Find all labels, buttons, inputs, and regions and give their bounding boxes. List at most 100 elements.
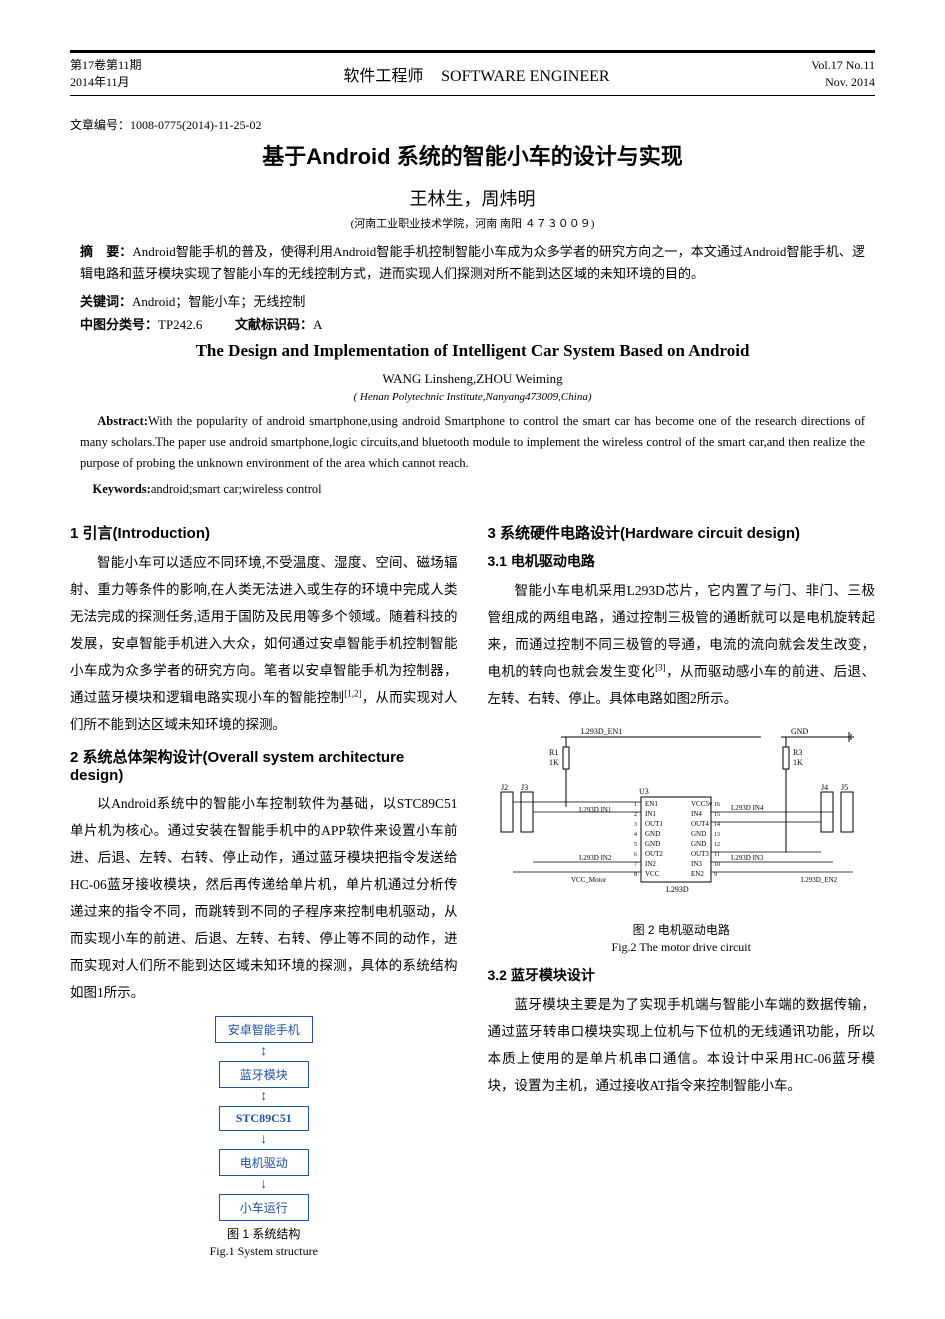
clc-row: 中图分类号：TP242.6 文献标识码：A	[80, 314, 865, 333]
lbl-in1: L293D IN1	[579, 806, 612, 814]
journal-en: SOFTWARE ENGINEER	[441, 68, 609, 85]
authors-en: WANG Linsheng,ZHOU Weiming	[70, 371, 875, 387]
lbl-in2: L293D IN2	[579, 854, 612, 862]
article-id: 文章编号：1008-0775(2014)-11-25-02	[70, 116, 875, 133]
pin-gnd4: GND	[691, 840, 706, 848]
lbl-j2: J2	[501, 783, 508, 792]
date-cn: 2014年11月	[70, 74, 142, 91]
svg-text:4: 4	[634, 832, 637, 838]
keywords-en-label: Keywords:	[93, 482, 151, 496]
header-right: Vol.17 No.11 Nov. 2014	[811, 57, 875, 91]
abstract-cn-block: 摘 要：Android智能手机的普及，使得利用Android智能手机控制智能小车…	[80, 241, 865, 285]
keywords-en-row: Keywords:android;smart car;wireless cont…	[80, 479, 865, 500]
svg-text:12: 12	[714, 842, 720, 848]
s1-ref: [1,2]	[344, 688, 361, 698]
flow-arrow-0: ↕	[70, 1043, 458, 1061]
lbl-u3: U3	[639, 787, 649, 796]
fig2-caption-cn: 图 2 电机驱动电路	[488, 921, 876, 938]
abstract-en: With the popularity of android smartphon…	[80, 414, 865, 471]
affiliation-cn: (河南工业职业技术学院，河南 南阳 ４７３００９)	[70, 215, 875, 231]
lbl-r1b: 1K	[549, 758, 559, 767]
right-column: 3 系统硬件电路设计(Hardware circuit design) 3.1 …	[488, 514, 876, 1269]
fig1-caption-en: Fig.1 System structure	[70, 1244, 458, 1259]
s1-p1a: 智能小车可以适应不同环境,不受温度、湿度、空间、磁场辐射、重力等条件的影响,在人…	[70, 555, 458, 705]
header-left: 第17卷第11期 2014年11月	[70, 57, 142, 91]
s31-ref: [3]	[655, 662, 666, 672]
vol-issue-en: Vol.17 No.11	[811, 57, 875, 74]
pin-out1: OUT1	[645, 820, 663, 828]
svg-text:15: 15	[714, 812, 720, 818]
journal-cn: 软件工程师	[343, 68, 423, 85]
pin-in2: IN2	[645, 860, 656, 868]
circuit-svg: L293D_EN1 GND R1 1K R3 1K J2 J3 J4	[491, 722, 871, 912]
flow-node-0: 安卓智能手机	[215, 1016, 313, 1043]
abstract-en-label: Abstract:	[97, 414, 148, 428]
flow-node-1: 蓝牙模块	[219, 1061, 309, 1088]
pin-vccm: VCC	[645, 870, 660, 878]
section-3-2-heading: 3.2 蓝牙模块设计	[488, 965, 876, 985]
lbl-j4: J4	[821, 783, 828, 792]
title-cn: 基于Android 系统的智能小车的设计与实现	[70, 139, 875, 171]
doc-code-label: 文献标识码：	[235, 317, 313, 332]
doc-code-value: A	[313, 317, 322, 332]
lbl-ren2: L293D_EN2	[801, 876, 838, 884]
section-3-1-heading: 3.1 电机驱动电路	[488, 551, 876, 571]
lbl-r3a: R3	[793, 748, 802, 757]
pin-out4: OUT4	[691, 820, 709, 828]
keywords-cn-label: 关键词：	[80, 294, 132, 309]
flow-node-3: 电机驱动	[219, 1149, 309, 1176]
section-1-para: 智能小车可以适应不同环境,不受温度、湿度、空间、磁场辐射、重力等条件的影响,在人…	[70, 549, 458, 738]
pin-in4: IN4	[691, 810, 702, 818]
keywords-cn-row: 关键词：Android；智能小车；无线控制	[80, 291, 865, 310]
affiliation-en: ( Henan Polytechnic Institute,Nanyang473…	[70, 391, 875, 403]
svg-text:13: 13	[714, 832, 720, 838]
svg-text:3: 3	[634, 822, 637, 828]
pin-gnd1: GND	[645, 830, 660, 838]
lbl-gnd: GND	[791, 727, 809, 736]
svg-text:14: 14	[714, 822, 720, 828]
fig1-caption-cn: 图 1 系统结构	[70, 1225, 458, 1242]
pin-gnd2: GND	[691, 830, 706, 838]
pin-out2: OUT2	[645, 850, 663, 858]
pin-out3: OUT3	[691, 850, 709, 858]
abstract-en-block: Abstract:With the popularity of android …	[80, 411, 865, 475]
svg-text:6: 6	[634, 852, 637, 858]
svg-text:16: 16	[714, 802, 720, 808]
fig2-caption-en: Fig.2 The motor drive circuit	[488, 940, 876, 955]
flow-arrow-2: ↓	[70, 1131, 458, 1149]
lbl-rin4: L293D IN4	[731, 804, 764, 812]
figure-1: 安卓智能手机 ↕ 蓝牙模块 ↕ STC89C51 ↓ 电机驱动 ↓ 小车运行 图…	[70, 1016, 458, 1259]
keywords-en: android;smart car;wireless control	[151, 482, 322, 496]
left-column: 1 引言(Introduction) 智能小车可以适应不同环境,不受温度、湿度、…	[70, 514, 458, 1269]
pin-in3: IN3	[691, 860, 702, 868]
svg-text:10: 10	[714, 862, 720, 868]
keywords-cn: Android；智能小车；无线控制	[132, 294, 305, 309]
svg-text:8: 8	[634, 872, 637, 878]
flow-node-4: 小车运行	[219, 1194, 309, 1221]
lbl-j3: J3	[521, 783, 528, 792]
pin-vcc5: VCC5v	[691, 800, 713, 808]
header-center: 软件工程师 SOFTWARE ENGINEER	[343, 62, 609, 86]
page-header: 第17卷第11期 2014年11月 软件工程师 SOFTWARE ENGINEE…	[70, 50, 875, 96]
figure-2: L293D_EN1 GND R1 1K R3 1K J2 J3 J4	[488, 722, 876, 955]
svg-text:7: 7	[634, 862, 637, 868]
lbl-en1: L293D_EN1	[581, 727, 622, 736]
abstract-cn: Android智能手机的普及，使得利用Android智能手机控制智能小车成为众多…	[80, 244, 865, 281]
lbl-r1a: R1	[549, 748, 558, 757]
flow-node-2: STC89C51	[219, 1106, 309, 1131]
flow-arrow-3: ↓	[70, 1176, 458, 1194]
lbl-j5: J5	[841, 783, 848, 792]
lbl-rin3: L293D IN3	[731, 854, 764, 862]
clc-label: 中图分类号：	[80, 317, 158, 332]
date-en: Nov. 2014	[811, 74, 875, 91]
pin-en1: EN1	[645, 800, 658, 808]
authors-cn: 王林生，周炜明	[70, 185, 875, 211]
svg-text:2: 2	[634, 812, 637, 818]
lbl-chip: L293D	[666, 885, 689, 894]
abstract-cn-label: 摘 要：	[80, 244, 132, 259]
lbl-r3b: 1K	[793, 758, 803, 767]
section-2-heading: 2 系统总体架构设计(Overall system architecture d…	[70, 746, 458, 784]
svg-text:9: 9	[714, 872, 717, 878]
two-column-body: 1 引言(Introduction) 智能小车可以适应不同环境,不受温度、湿度、…	[70, 514, 875, 1269]
pin-gnd3: GND	[645, 840, 660, 848]
